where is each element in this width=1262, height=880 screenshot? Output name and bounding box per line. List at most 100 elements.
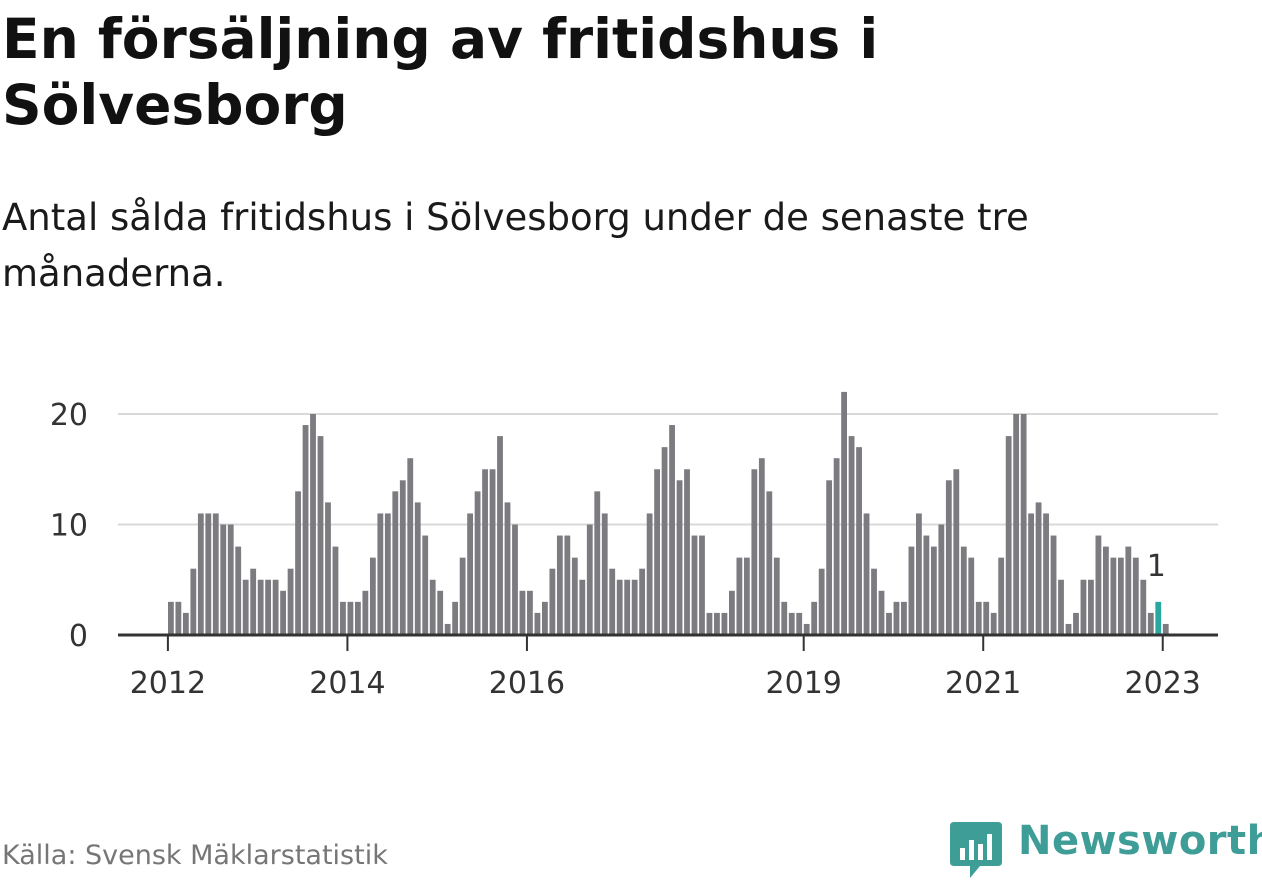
bar bbox=[1050, 535, 1057, 635]
bar bbox=[781, 601, 788, 635]
bar bbox=[1110, 557, 1117, 635]
bar bbox=[1058, 579, 1064, 635]
bar bbox=[1028, 513, 1034, 635]
bar bbox=[1020, 414, 1027, 635]
bar bbox=[452, 601, 459, 635]
bar bbox=[474, 491, 481, 635]
x-tick-label: 2021 bbox=[945, 666, 1021, 701]
bar bbox=[519, 590, 526, 635]
bar bbox=[182, 612, 189, 635]
bar bbox=[601, 513, 608, 635]
bar bbox=[676, 480, 683, 635]
bar bbox=[235, 546, 242, 635]
bar-chart: 0 10 20 1 2012 2014 2016 2019 2021 2023 bbox=[50, 391, 1218, 701]
bar bbox=[347, 601, 354, 635]
bar bbox=[766, 491, 773, 635]
bar bbox=[377, 513, 384, 635]
bar bbox=[878, 590, 885, 635]
bar bbox=[998, 557, 1005, 635]
bar bbox=[549, 568, 556, 635]
bar bbox=[168, 601, 174, 635]
bar bbox=[811, 601, 818, 635]
bar bbox=[721, 612, 728, 635]
bar bbox=[1132, 557, 1139, 635]
bar bbox=[571, 557, 578, 635]
bar bbox=[886, 612, 892, 635]
bar bbox=[407, 458, 414, 635]
bar bbox=[594, 491, 601, 635]
bar bbox=[527, 590, 533, 635]
data-label: 1 bbox=[1147, 549, 1166, 584]
bar bbox=[205, 513, 212, 635]
chart-subtitle: Antal sålda fritidshus i Sölvesborg unde… bbox=[2, 196, 1029, 295]
bar bbox=[983, 601, 990, 635]
bar bbox=[504, 502, 511, 635]
bar bbox=[990, 612, 997, 635]
bar bbox=[220, 524, 227, 635]
bar bbox=[743, 557, 750, 635]
bar bbox=[295, 491, 301, 635]
x-tick-label: 2023 bbox=[1125, 666, 1201, 701]
bar bbox=[938, 524, 945, 635]
bar bbox=[369, 557, 376, 635]
bar bbox=[609, 568, 616, 635]
bar bbox=[1140, 579, 1147, 635]
bar bbox=[729, 590, 735, 635]
bar bbox=[310, 414, 316, 635]
y-tick-label: 20 bbox=[50, 398, 88, 433]
bar bbox=[317, 436, 324, 635]
bar bbox=[332, 546, 339, 635]
brand-name: Newsworthy bbox=[1018, 818, 1262, 864]
bar bbox=[227, 524, 234, 635]
bar bbox=[325, 502, 331, 635]
bar bbox=[856, 447, 862, 635]
bar bbox=[459, 557, 466, 635]
bar bbox=[796, 612, 803, 635]
bar bbox=[863, 513, 870, 635]
bar bbox=[265, 579, 272, 635]
newsworthy-icon bbox=[950, 822, 1002, 878]
bar bbox=[848, 436, 855, 635]
x-tick-label: 2019 bbox=[766, 666, 842, 701]
bar bbox=[1125, 546, 1132, 635]
bar bbox=[1073, 612, 1079, 635]
x-tick-label: 2016 bbox=[489, 666, 565, 701]
bar bbox=[684, 469, 690, 635]
bar bbox=[1080, 579, 1087, 635]
bar bbox=[414, 502, 421, 635]
bar bbox=[1005, 436, 1012, 635]
bar bbox=[1088, 579, 1094, 635]
bar bbox=[975, 601, 982, 635]
bar bbox=[257, 579, 264, 635]
bar bbox=[736, 557, 743, 635]
bar bbox=[968, 557, 975, 635]
chart-title: En försäljning av fritidshus i Sölvesbor… bbox=[2, 7, 879, 137]
bar bbox=[1103, 546, 1109, 635]
bar bbox=[564, 535, 571, 635]
bar bbox=[579, 579, 586, 635]
bar bbox=[758, 458, 765, 635]
bar bbox=[631, 579, 638, 635]
bar bbox=[639, 568, 646, 635]
bar bbox=[916, 513, 922, 635]
bar bbox=[287, 568, 294, 635]
bar bbox=[1155, 601, 1162, 635]
bar bbox=[280, 590, 286, 635]
bar bbox=[340, 601, 346, 635]
x-tick-label: 2012 bbox=[130, 666, 206, 701]
bar bbox=[197, 513, 204, 635]
bar bbox=[833, 458, 840, 635]
bar bbox=[362, 590, 369, 635]
bar bbox=[908, 546, 915, 635]
bar bbox=[482, 469, 488, 635]
bar bbox=[1035, 502, 1042, 635]
bar bbox=[646, 513, 653, 635]
bar bbox=[616, 579, 623, 635]
bar bbox=[654, 469, 660, 635]
bar bbox=[384, 513, 391, 635]
bar bbox=[669, 425, 675, 635]
bar bbox=[1043, 513, 1049, 635]
bar bbox=[930, 546, 937, 635]
bar bbox=[714, 612, 720, 635]
bar bbox=[542, 601, 548, 635]
